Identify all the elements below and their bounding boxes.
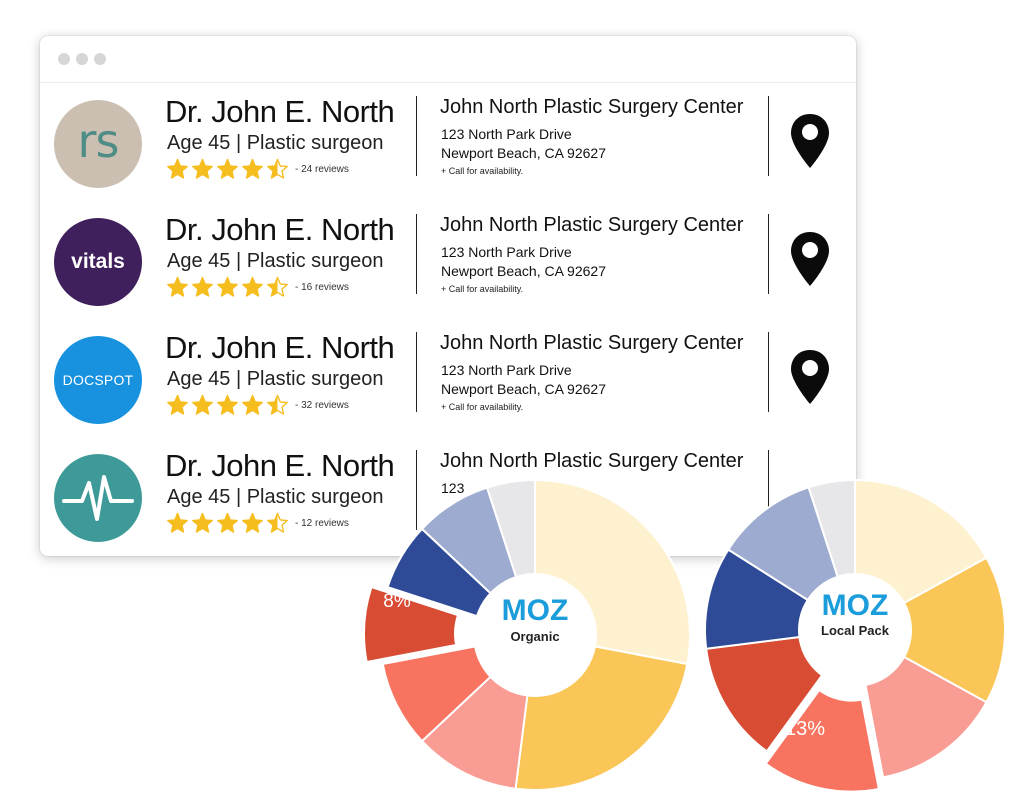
review-count[interactable]: - 12 reviews [295,518,349,529]
doctor-subtitle: Age 45 | Plastic surgeon [167,368,384,390]
doctor-name[interactable]: Dr. John E. North [165,94,395,129]
practice-name[interactable]: John North Plastic Surgery Center [440,214,744,236]
logo-text: vitals [71,250,125,273]
donut-slice [363,585,460,664]
listing-row[interactable]: DOCSPOT Dr. John E. North Age 45 | Plast… [40,330,856,448]
divider [416,96,417,176]
listing-row[interactable]: rs Dr. John E. North Age 45 | Plastic su… [40,94,856,212]
divider [416,450,417,530]
donut-hole [798,573,912,687]
donut-hole [473,573,597,697]
review-count[interactable]: - 16 reviews [295,282,349,293]
review-count[interactable]: - 24 reviews [295,164,349,175]
doctor-subtitle: Age 45 | Plastic surgeon [167,250,384,272]
address-line-2: Newport Beach, CA 92627 [441,145,606,161]
availability-note: + Call for availability. [441,402,524,412]
star-icon [192,512,213,533]
star-icon [167,158,188,179]
doctor-name[interactable]: Dr. John E. North [165,212,395,247]
star-icon [167,512,188,533]
address-line-1: 123 North Park Drive [441,126,572,142]
star-icon [217,512,238,533]
star-icon [217,276,238,297]
logo-text: rs [77,114,120,168]
star-rating: - 24 reviews [166,158,349,181]
map-pin-icon[interactable] [788,230,832,293]
star-icon [167,394,188,415]
star-icon [192,394,213,415]
moz-logo: MOZ [822,589,889,622]
doctor-name[interactable]: Dr. John E. North [165,448,395,483]
window-dot-icon[interactable] [58,53,70,65]
donut-slice [764,688,881,793]
star-rating: - 16 reviews [166,276,349,299]
review-count[interactable]: - 32 reviews [295,400,349,411]
star-icon [267,276,288,297]
heartbeat-logo [54,454,142,542]
star-rating: - 12 reviews [166,512,349,535]
star-icon [267,512,288,533]
browser-window: rs Dr. John E. North Age 45 | Plastic su… [40,36,856,556]
availability-note: + Call for availability. [441,166,524,176]
doctor-name[interactable]: Dr. John E. North [165,330,395,365]
chart-caption: Local Pack [821,623,890,638]
window-dot-icon[interactable] [76,53,88,65]
star-icon [167,276,188,297]
logo-text: DOCSPOT [62,372,134,388]
map-pin-icon[interactable] [788,112,832,175]
docspot-logo: DOCSPOT [54,336,142,424]
moz-logo: MOZ [502,594,569,627]
heartbeat-icon [62,475,134,521]
address-line-1: 123 [441,480,465,496]
slice-callout-label: 13% [785,718,825,740]
practice-name[interactable]: John North Plastic Surgery Center [440,332,744,354]
divider [416,332,417,412]
address-line-1: 123 North Park Drive [441,244,572,260]
star-rating: - 32 reviews [166,394,349,417]
map-pin-icon[interactable] [788,348,832,411]
star-icon [242,276,263,297]
chart-caption: Organic [510,629,559,644]
address-line-1: 123 North Park Drive [441,362,572,378]
listing-row[interactable]: vitals Dr. John E. North Age 45 | Plasti… [40,212,856,330]
organic-donut-chart: MOZ Organic 8% [363,478,691,791]
divider [768,96,769,176]
divider [416,214,417,294]
divider [768,450,769,530]
window-titlebar [40,36,856,83]
rs-logo: rs [54,100,142,188]
practice-name[interactable]: John North Plastic Surgery Center [440,96,744,118]
star-icon [267,394,288,415]
doctor-subtitle: Age 45 | Plastic surgeon [167,132,384,154]
star-icon [217,394,238,415]
local-pack-donut-chart: MOZ Local Pack 13% [704,478,1006,793]
divider [768,332,769,412]
address-line-2: Newport Beach, CA 92627 [441,381,606,397]
star-icon [217,158,238,179]
window-dot-icon[interactable] [94,53,106,65]
star-icon [242,158,263,179]
address-line-2: Newport Beach, CA 92627 [441,263,606,279]
slice-callout-label: 8% [383,591,411,612]
star-icon [267,158,288,179]
practice-name[interactable]: John North Plastic Surgery Center [440,450,744,472]
listing-row[interactable]: Dr. John E. North Age 45 | Plastic surge… [40,448,856,556]
star-icon [192,276,213,297]
divider [768,214,769,294]
doctor-subtitle: Age 45 | Plastic surgeon [167,486,384,508]
vitals-logo: vitals [54,218,142,306]
availability-note: + Call for availability. [441,284,524,294]
star-icon [242,512,263,533]
star-icon [192,158,213,179]
star-icon [242,394,263,415]
